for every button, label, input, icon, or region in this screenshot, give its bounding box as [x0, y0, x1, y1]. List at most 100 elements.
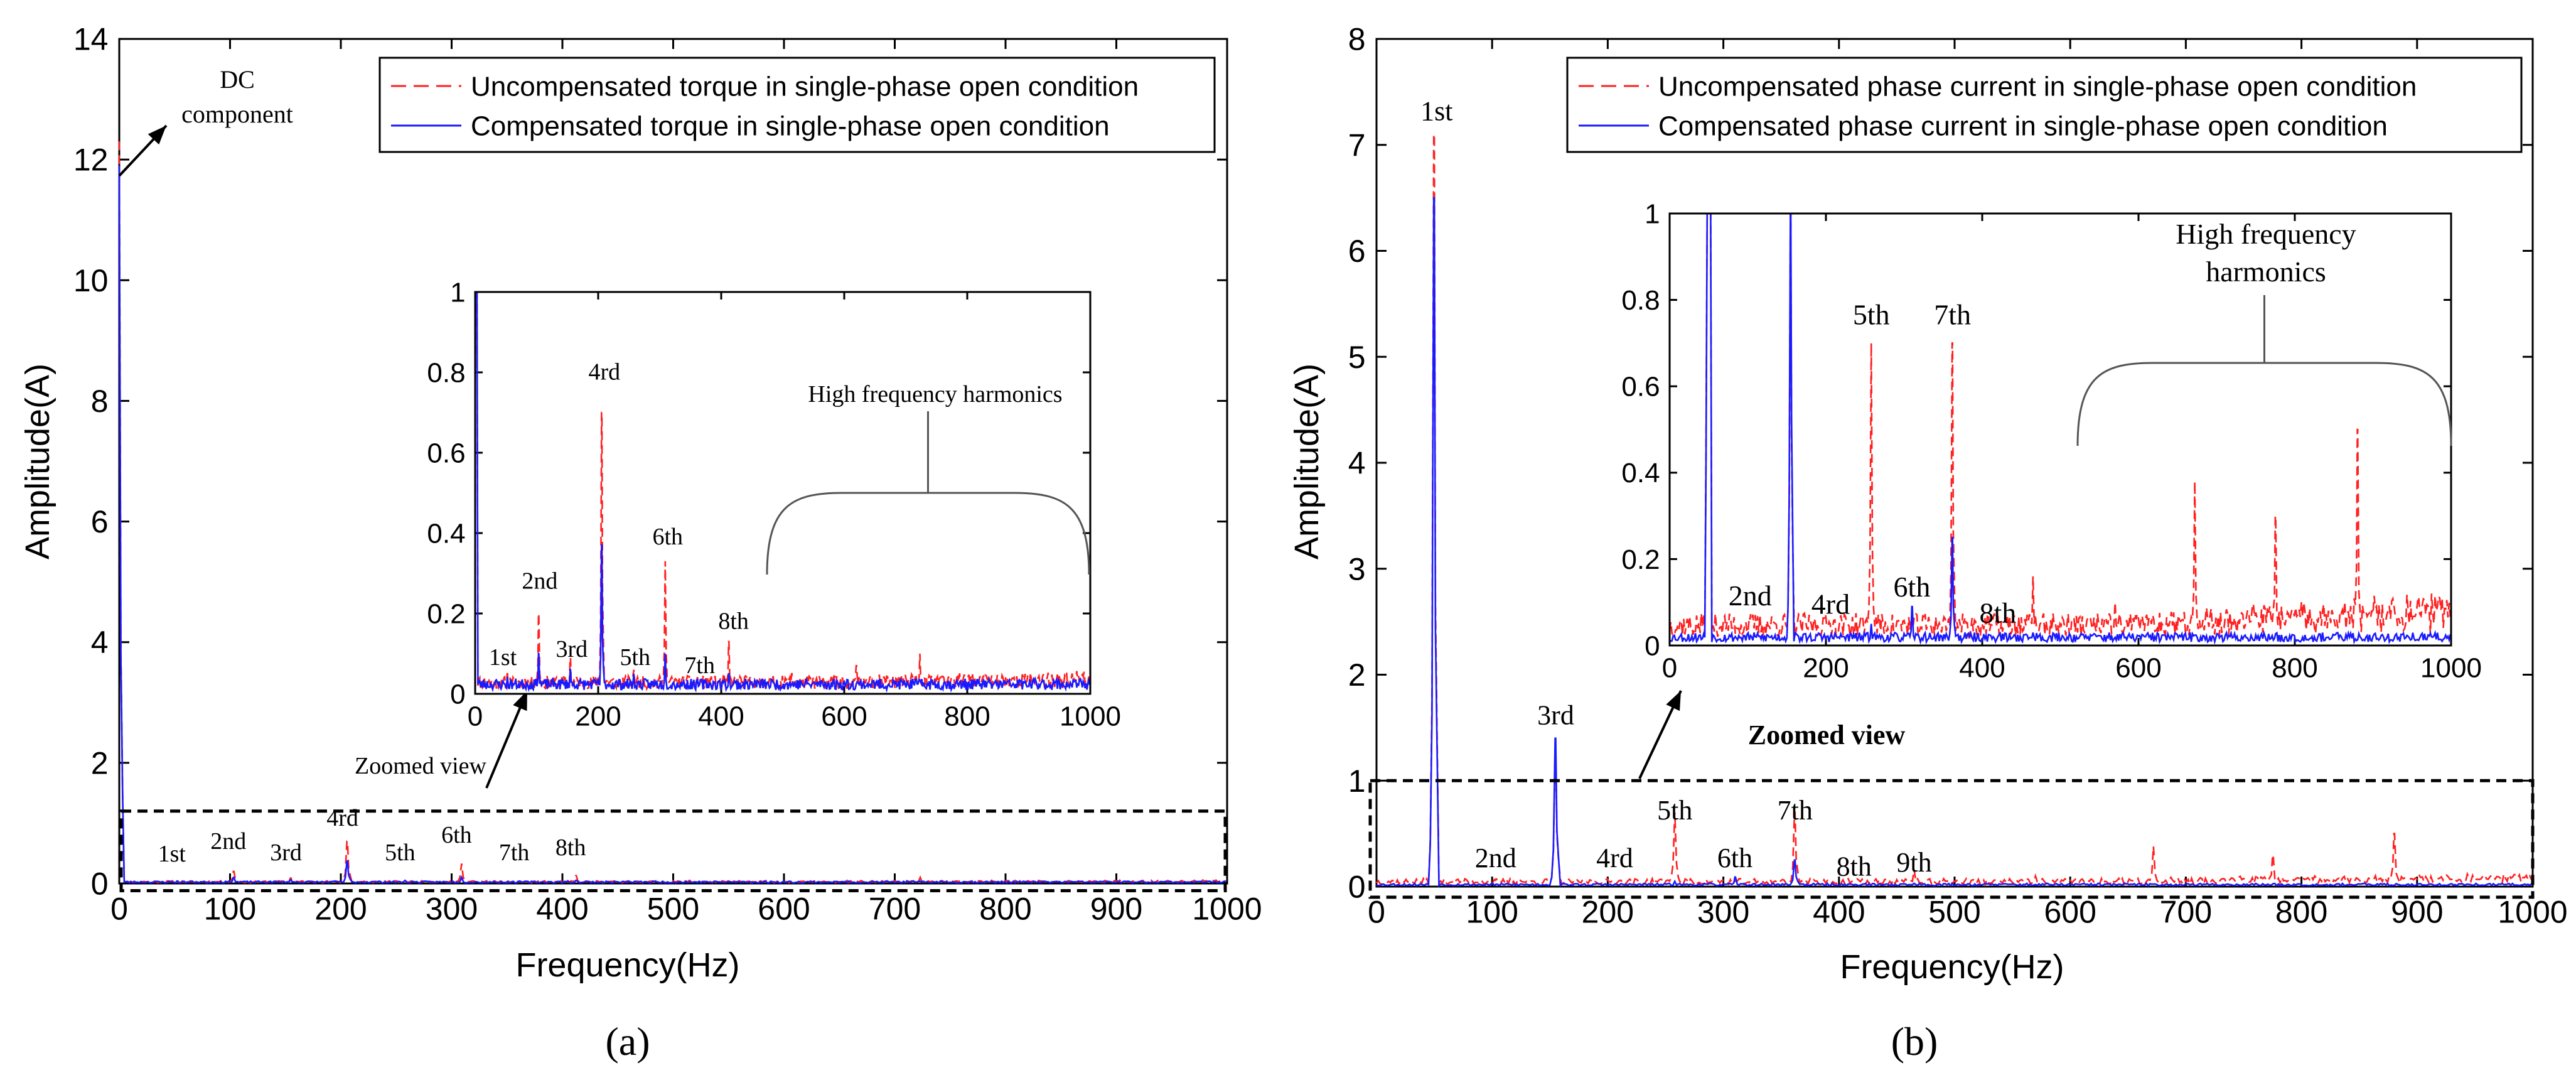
- legend-box: [1566, 57, 2523, 153]
- b-high-freq-label-line1: High frequency: [2176, 218, 2356, 250]
- b-harmonic-label: 6th: [1717, 843, 1752, 873]
- b-main-ytick-label: 5: [1348, 340, 1366, 375]
- b-harmonic-label: 8th: [1837, 851, 1872, 882]
- a-main-xtick-label: 300: [426, 892, 478, 927]
- a-main-ytick-label: 10: [73, 263, 109, 298]
- a-inset-xtick-label: 0: [468, 701, 483, 732]
- a-main-xtick-label: 100: [204, 892, 256, 927]
- b-inset-series-uncompensated: [1668, 212, 2452, 640]
- b-inset-series-compensated: [1668, 212, 2452, 645]
- a-main-xtick-label: 0: [110, 892, 128, 927]
- b-harmonic-label: 7th: [1778, 795, 1813, 826]
- a-main-xtick-label: 700: [869, 892, 921, 927]
- a-inset-harmonic-label: 8th: [718, 608, 749, 634]
- a-harmonic-label: 7th: [499, 840, 530, 866]
- a-main-ytick-label: 14: [73, 22, 109, 57]
- a-inset-harmonic-label: 7th: [684, 652, 715, 679]
- b-inset-harmonic-label: 4rd: [1811, 588, 1850, 620]
- a-series-compensated: [118, 165, 1226, 884]
- b-harmonic-label: 5th: [1657, 795, 1692, 826]
- b-main-ytick-label: 4: [1348, 446, 1366, 481]
- a-main-xtick-label: 800: [979, 892, 1031, 927]
- a-main-ytick-label: 8: [91, 384, 109, 419]
- a-main-ytick-label: 4: [91, 625, 109, 660]
- a-inset-xtick-label: 200: [575, 701, 621, 732]
- b-main-ytick-label: 8: [1348, 22, 1366, 57]
- b-xlabel: Frequency(Hz): [1840, 948, 2064, 986]
- legend-entry: Uncompensated torque in single-phase ope…: [471, 71, 1139, 102]
- b-inset-harmonic-label: 6th: [1894, 571, 1931, 603]
- legend-entry: Uncompensated phase current in single-ph…: [1658, 71, 2417, 102]
- b-zoom-box: [1368, 779, 2535, 899]
- a-inset-ytick-label: 0: [450, 679, 465, 710]
- a-zoomed-label: Zoomed view: [355, 753, 487, 779]
- a-main-xtick-label: 1000: [1192, 892, 1262, 927]
- a-xlabel: Frequency(Hz): [515, 946, 739, 984]
- b-inset-xtick-label: 1000: [2420, 653, 2482, 684]
- a-dc-label-line1: DC: [220, 65, 255, 94]
- a-harmonic-label: 5th: [385, 840, 416, 866]
- b-main-xtick-label: 500: [1928, 895, 1980, 930]
- a-main-xtick-label: 600: [758, 892, 810, 927]
- a-inset-harmonic-label: 1st: [489, 644, 517, 671]
- b-main-ytick-label: 1: [1348, 764, 1366, 799]
- legend-box: [378, 57, 1216, 153]
- a-inset-harmonic-label: 2nd: [522, 568, 557, 594]
- b-inset-xtick-label: 800: [2272, 653, 2317, 684]
- a-high-freq-label: High frequency harmonics: [808, 381, 1062, 408]
- b-zoomed-label: Zoomed view: [1748, 720, 1906, 750]
- b-main-xtick-label: 700: [2160, 895, 2212, 930]
- a-harmonic-label: 1st: [158, 841, 186, 867]
- a-inset-series-compensated: [475, 291, 1091, 693]
- b-inset-harmonic-label: 2nd: [1729, 580, 1772, 612]
- b-main-xtick-label: 100: [1466, 895, 1518, 930]
- b-main-xtick-label: 800: [2275, 895, 2327, 930]
- b-main-ytick-label: 3: [1348, 551, 1366, 586]
- a-inset-xtick-label: 600: [821, 701, 867, 732]
- b-inset-ytick-label: 0.2: [1621, 544, 1660, 575]
- a-main-ytick-label: 0: [91, 867, 109, 902]
- a-inset-harmonic-label: 5th: [620, 644, 651, 671]
- b-inset-ytick-label: 0.8: [1621, 285, 1660, 316]
- b-inset-harmonic-label: 5th: [1853, 299, 1890, 331]
- a-inset-xtick-label: 1000: [1060, 701, 1121, 732]
- b-inset-xtick-label: 400: [1959, 653, 2005, 684]
- a-inset-harmonic-label: 4rd: [588, 359, 620, 386]
- a-inset-ytick-label: 0.4: [427, 518, 465, 549]
- b-main-xtick-label: 1000: [2498, 895, 2567, 930]
- b-harmonic-label: 9th: [1896, 847, 1931, 878]
- a-inset-xtick-label: 800: [944, 701, 990, 732]
- a-harmonic-label: 4rd: [326, 805, 358, 831]
- a-series-uncompensated: [118, 141, 1226, 885]
- a-ylabel: Amplitude(A): [19, 364, 56, 559]
- b-inset-ytick-label: 1: [1645, 198, 1660, 229]
- b-main-ytick-label: 0: [1348, 870, 1366, 905]
- a-harmonic-label: 2nd: [210, 828, 246, 855]
- a-inset-frame-top: [474, 291, 1092, 695]
- a-inset-ytick-label: 1: [450, 277, 465, 308]
- a-main-ytick-label: 12: [73, 143, 109, 178]
- a-caption: (a): [605, 1019, 650, 1064]
- a-main-xtick-label: 200: [314, 892, 367, 927]
- a-inset-harmonic-label: 6th: [652, 524, 683, 550]
- a-main-ytick-label: 2: [91, 745, 109, 780]
- b-harmonic-label: 3rd: [1537, 699, 1574, 730]
- a-harmonic-label: 6th: [441, 822, 472, 848]
- b-main-xtick-label: 400: [1813, 895, 1865, 930]
- a-inset-series-uncompensated: [475, 291, 1091, 691]
- b-series-compensated: [1376, 197, 2533, 888]
- panel-b: 0 100 200 300 400 500 600 700 800 900 100001234567…: [1288, 22, 2568, 1064]
- b-series-uncompensated: [1375, 133, 2533, 887]
- b-inset-xtick-label: 200: [1803, 653, 1849, 684]
- a-main-xtick-label: 400: [536, 892, 588, 927]
- b-harmonic-label: 2nd: [1475, 843, 1516, 873]
- legend-entry: Compensated phase current in single-phas…: [1658, 111, 2388, 141]
- a-zoom-box: [119, 809, 1227, 893]
- a-inset-ytick-label: 0.2: [427, 598, 465, 629]
- a-inset-harmonic-label: 3rd: [556, 636, 588, 662]
- b-main-ytick-label: 7: [1348, 127, 1366, 163]
- b-inset-ytick-label: 0.4: [1621, 458, 1660, 489]
- b-caption: (b): [1891, 1019, 1938, 1064]
- b-inset-xtick-label: 0: [1662, 653, 1677, 684]
